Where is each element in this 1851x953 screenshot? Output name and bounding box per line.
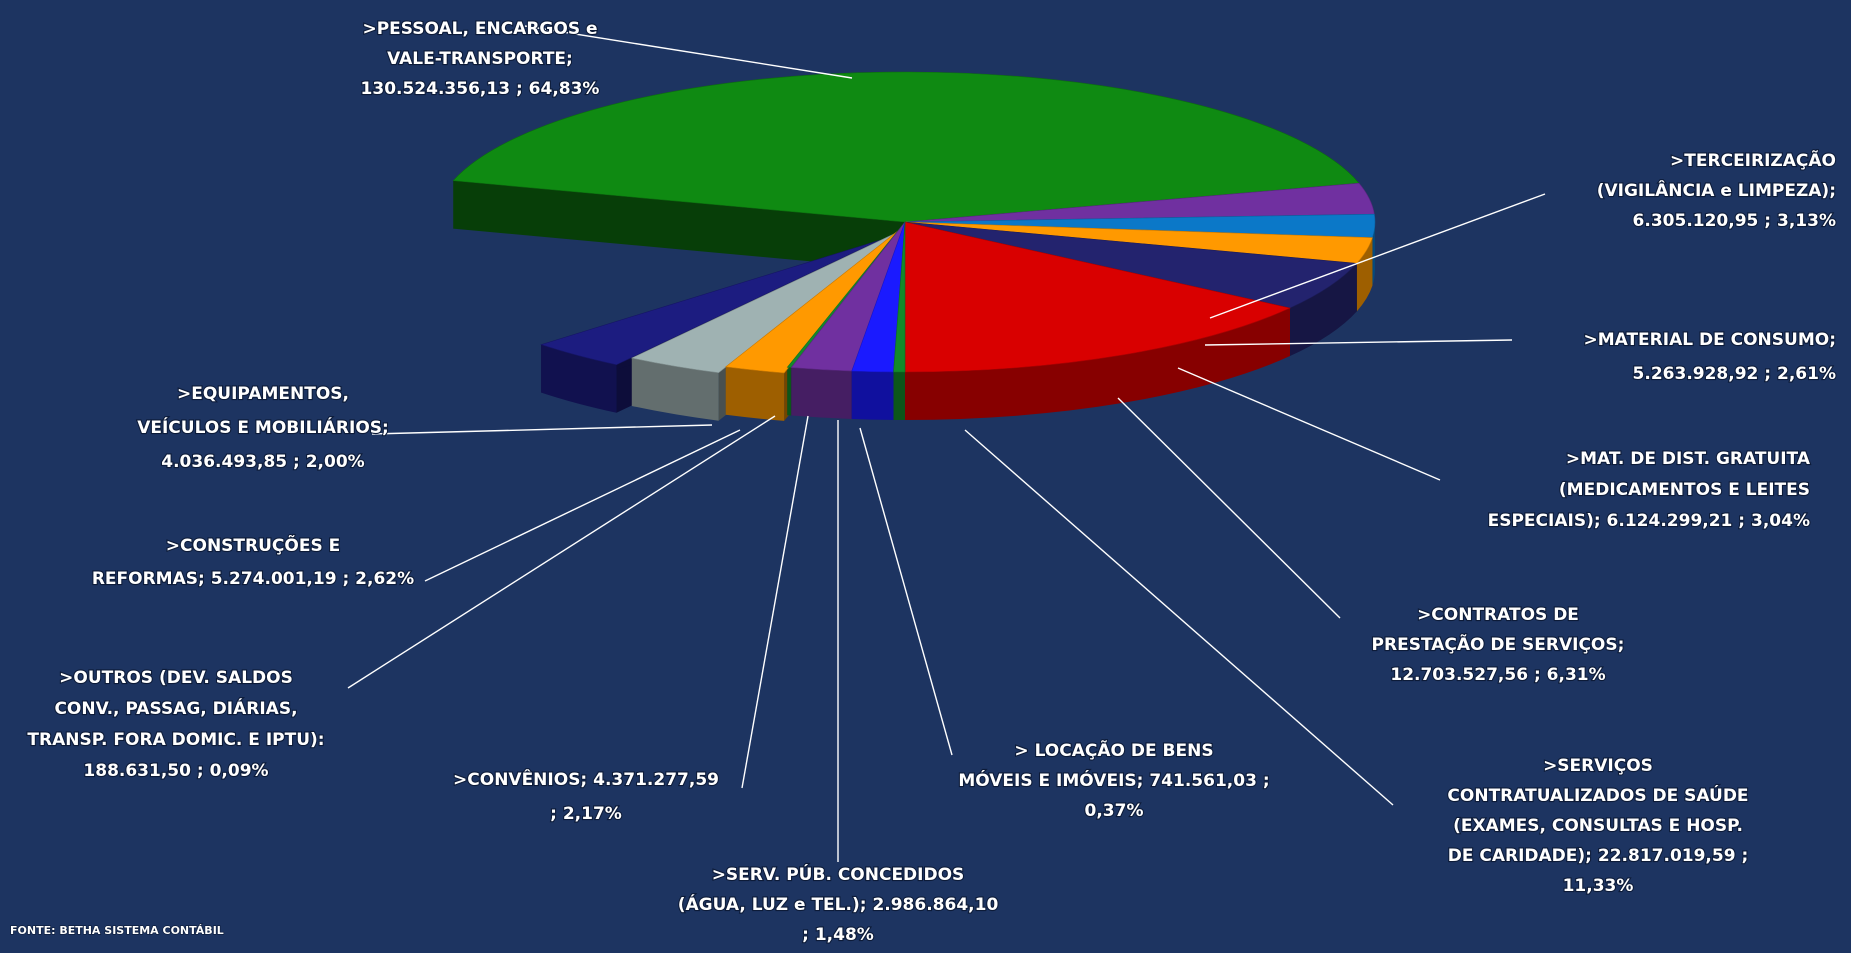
data-label-line: PRESTAÇÃO DE SERVIÇOS; bbox=[1372, 632, 1625, 655]
data-label-line: DE CARIDADE); 22.817.019,59 ; bbox=[1448, 846, 1749, 866]
leader-line-material-consumo bbox=[1204, 339, 1513, 346]
leader-line-terceirizacao bbox=[1209, 193, 1546, 319]
pie-top-locacao-bens bbox=[893, 221, 906, 373]
data-label-line: 11,33% bbox=[1563, 876, 1634, 896]
pie-side-contratos-servicos bbox=[1290, 263, 1357, 357]
data-label-pessoal: >PESSOAL, ENCARGOS e VALE-TRANSPORTE; 130.… bbox=[361, 19, 600, 99]
pie-side-convenios bbox=[791, 367, 852, 420]
data-label-terceirizacao: >TERCEIRIZAÇÃO (VIGILÂNCIA e LIMPEZA); 6.3… bbox=[1597, 148, 1836, 231]
data-label-line: >CONSTRUÇÕES E bbox=[166, 533, 340, 556]
pie-slice-extra-navy bbox=[540, 240, 880, 366]
data-label-line: ; 2,17% bbox=[550, 804, 622, 824]
pie-slice-servicos-saude bbox=[904, 221, 1291, 373]
data-label-line: >TERCEIRIZAÇÃO bbox=[1670, 148, 1836, 171]
data-label-line: VEÍCULOS E MOBILIÁRIOS; bbox=[137, 416, 389, 438]
data-label-equipamentos: >EQUIPAMENTOS, VEÍCULOS E MOBILIÁRIOS; 4.0… bbox=[137, 384, 389, 472]
leader-line-outros bbox=[347, 415, 776, 689]
data-label-material-consumo: >MATERIAL DE CONSUMO; 5.263.928,92 ; 2,61… bbox=[1583, 330, 1836, 384]
data-label-serv-pub-concedidos: >SERV. PÚB. CONCEDIDOS (ÁGUA, LUZ e TEL.)… bbox=[678, 863, 999, 945]
pie-side-locacao-bens bbox=[893, 371, 905, 421]
pie-side-servicos-saude bbox=[905, 308, 1291, 420]
data-label-line: > LOCAÇÃO DE BENS bbox=[1014, 738, 1213, 761]
leader-line-convenios bbox=[741, 415, 809, 789]
data-label-line: >MAT. DE DIST. GRATUITA bbox=[1566, 449, 1811, 469]
pie-top-construcoes-reformas bbox=[725, 227, 903, 374]
data-label-line: >SERV. PÚB. CONCEDIDOS bbox=[712, 863, 965, 885]
pie-slice-locacao-bens bbox=[893, 221, 906, 373]
data-label-construcoes-reformas: >CONSTRUÇÕES E REFORMAS; 5.274.001,19 ; 2… bbox=[92, 533, 414, 589]
pie-side-material-consumo bbox=[1372, 222, 1375, 286]
data-label-line: 6.305.120,95 ; 3,13% bbox=[1633, 211, 1836, 231]
leader-line-pessoal bbox=[524, 25, 853, 79]
pie-side-serv-pub-concedidos bbox=[851, 371, 894, 420]
data-label-line: VALE-TRANSPORTE; bbox=[387, 49, 573, 69]
leader-line-construcoes-reformas bbox=[424, 429, 741, 582]
pie-side-equipamentos bbox=[631, 358, 719, 421]
data-label-line: REFORMAS; 5.274.001,19 ; 2,62% bbox=[92, 569, 414, 589]
data-label-mat-dist-gratuita: >MAT. DE DIST. GRATUITA (MEDICAMENTOS E L… bbox=[1488, 449, 1811, 531]
leader-line-servicos-saude bbox=[964, 429, 1394, 806]
data-label-line: 4.036.493,85 ; 2,00% bbox=[161, 452, 364, 472]
data-label-line: 130.524.356,13 ; 64,83% bbox=[361, 79, 600, 99]
data-label-line: >CONVÊNIOS; 4.371.277,59 bbox=[453, 768, 719, 790]
pie-top-pessoal bbox=[452, 71, 1360, 223]
data-label-line: (EXAMES, CONSULTAS E HOSP. bbox=[1453, 816, 1743, 836]
data-label-line: >OUTROS (DEV. SALDOS bbox=[59, 668, 293, 688]
data-label-outros: >OUTROS (DEV. SALDOS CONV., PASSAG, DIÁRI… bbox=[27, 668, 324, 781]
data-label-line: CONV., PASSAG, DIÁRIAS, bbox=[54, 697, 297, 719]
data-label-convenios: >CONVÊNIOS; 4.371.277,59 ; 2,17% bbox=[453, 768, 719, 824]
pie-top-servicos-saude bbox=[904, 221, 1291, 373]
data-label-line: ESPECIAIS); 6.124.299,21 ; 3,04% bbox=[1488, 511, 1810, 531]
data-label-line: MÓVEIS E IMÓVEIS; 741.561,03 ; bbox=[958, 769, 1269, 791]
data-label-line: >CONTRATOS DE bbox=[1417, 605, 1579, 625]
leader-line-contratos-servicos bbox=[1117, 397, 1341, 619]
data-label-line: (VIGILÂNCIA e LIMPEZA); bbox=[1597, 179, 1836, 201]
data-label-line: (MEDICAMENTOS E LEITES bbox=[1559, 480, 1810, 500]
data-label-line: 0,37% bbox=[1085, 801, 1144, 821]
data-label-locacao-bens: > LOCAÇÃO DE BENS MÓVEIS E IMÓVEIS; 741.5… bbox=[958, 738, 1269, 821]
data-label-line: 5.263.928,92 ; 2,61% bbox=[1633, 364, 1836, 384]
data-label-servicos-saude: >SERVIÇOS CONTRATUALIZADOS DE SAÚDE (EXAME… bbox=[1447, 756, 1748, 896]
data-label-line: CONTRATUALIZADOS DE SAÚDE bbox=[1447, 784, 1748, 806]
pie-top-extra-navy bbox=[540, 240, 880, 366]
pie-slice-equipamentos bbox=[630, 233, 895, 374]
data-label-line: 188.631,50 ; 0,09% bbox=[83, 761, 268, 781]
leader-line-equipamentos bbox=[371, 424, 713, 435]
data-label-line: ; 1,48% bbox=[802, 925, 874, 945]
pie-slice-pessoal bbox=[452, 71, 1360, 223]
data-label-line: TRANSP. FORA DOMIC. E IPTU): bbox=[27, 730, 324, 750]
data-label-line: 12.703.527,56 ; 6,31% bbox=[1390, 665, 1605, 685]
data-label-line: >MATERIAL DE CONSUMO; bbox=[1583, 330, 1836, 350]
pie-side-construcoes-reformas bbox=[725, 366, 785, 421]
pie-side-mat-dist-gratuita bbox=[1356, 237, 1373, 312]
pie-side-outros bbox=[787, 367, 792, 416]
pie-slice-construcoes-reformas bbox=[725, 227, 903, 374]
pie-side-extra-navy bbox=[541, 344, 617, 413]
source-note: FONTE: BETHA SISTEMA CONTÁBIL bbox=[10, 924, 224, 937]
data-label-line: >EQUIPAMENTOS, bbox=[177, 384, 349, 404]
data-label-line: (ÁGUA, LUZ e TEL.); 2.986.864,10 bbox=[678, 893, 999, 915]
data-label-line: >PESSOAL, ENCARGOS e bbox=[362, 19, 597, 39]
pie-top-equipamentos bbox=[630, 233, 895, 374]
data-label-contratos-servicos: >CONTRATOS DE PRESTAÇÃO DE SERVIÇOS; 12.70… bbox=[1372, 605, 1625, 685]
leader-line-mat-dist-gratuita bbox=[1177, 367, 1441, 481]
leader-line-locacao-bens bbox=[859, 427, 953, 756]
data-label-line: >SERVIÇOS bbox=[1543, 756, 1653, 776]
